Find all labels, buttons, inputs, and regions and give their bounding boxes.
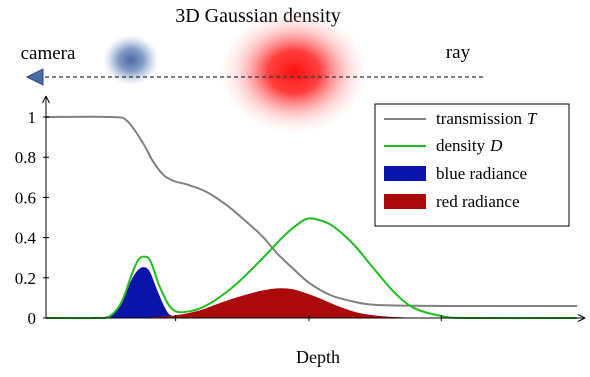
transmission-line	[45, 115, 578, 308]
x-ticks	[175, 315, 442, 321]
x-axis-arrow	[577, 314, 586, 322]
blue-gaussian-blob	[103, 35, 159, 85]
y-tick-label: 0.2	[15, 269, 36, 288]
y-tick-label: 1	[28, 108, 37, 127]
legend-label-density: density D	[436, 136, 503, 155]
legend: transmission T density D blue radiance red ra…	[374, 103, 570, 227]
radiance-areas	[96, 267, 406, 319]
y-tick-label: 0	[28, 309, 37, 328]
red-radiance-area	[144, 288, 406, 319]
density-line	[45, 217, 578, 320]
legend-label-blue-radiance: blue radiance	[436, 164, 527, 183]
blue-radiance-area	[96, 267, 181, 319]
y-ticks: 0 0.2 0.4 0.6 0.8 1	[15, 108, 49, 328]
y-tick-label: 0.4	[15, 229, 37, 248]
ray-label: ray	[446, 42, 471, 63]
legend-swatch-red-radiance	[384, 194, 426, 209]
red-gaussian-blob	[220, 10, 368, 134]
y-axis-arrow	[42, 95, 50, 104]
legend-label-red-radiance: red radiance	[436, 192, 520, 211]
x-axis-label: Depth	[296, 347, 340, 367]
y-tick-label: 0.6	[15, 188, 36, 207]
legend-label-transmission: transmission T	[436, 109, 538, 128]
chart-axes	[42, 95, 586, 322]
y-tick-label: 0.8	[15, 148, 36, 167]
curve-lines	[45, 115, 578, 320]
camera-label: camera	[21, 43, 76, 64]
legend-swatch-blue-radiance	[384, 166, 426, 181]
camera-icon	[25, 68, 44, 86]
